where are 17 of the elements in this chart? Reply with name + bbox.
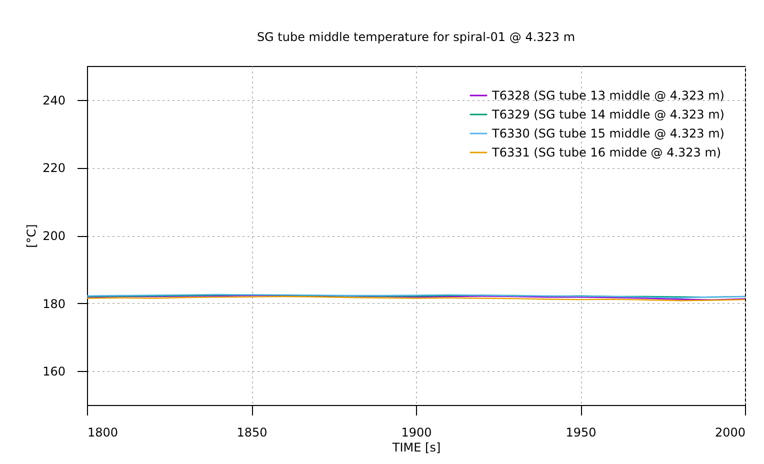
chart-title: SG tube middle temperature for spiral-01 @ 4.323 m — [256, 30, 576, 44]
legend-label: T6331 (SG tube 16 midde @ 4.323 m) — [491, 146, 722, 160]
x-tick-label: 1900 — [401, 426, 432, 440]
y-tick-label: 200 — [42, 229, 66, 243]
legend-label: T6330 (SG tube 15 middle @ 4.323 m) — [491, 126, 724, 140]
y-tick-label: 180 — [42, 296, 66, 311]
x-tick-label: 1950 — [566, 426, 596, 440]
x-tick-label: 1800 — [88, 426, 118, 440]
x-axis-title: TIME [s] — [391, 440, 441, 454]
y-axis-title: [°C] — [24, 224, 39, 248]
y-tick-label: 160 — [42, 364, 66, 379]
legend-label: T6329 (SG tube 14 middle @ 4.323 m) — [491, 108, 724, 122]
legend-label: T6328 (SG tube 13 middle @ 4.323 m) — [491, 88, 724, 102]
x-tick-label: 1850 — [236, 426, 268, 440]
y-tick-label: 240 — [42, 93, 66, 108]
x-tick-label: 2000 — [714, 426, 746, 440]
y-tick-label: 220 — [42, 161, 66, 176]
